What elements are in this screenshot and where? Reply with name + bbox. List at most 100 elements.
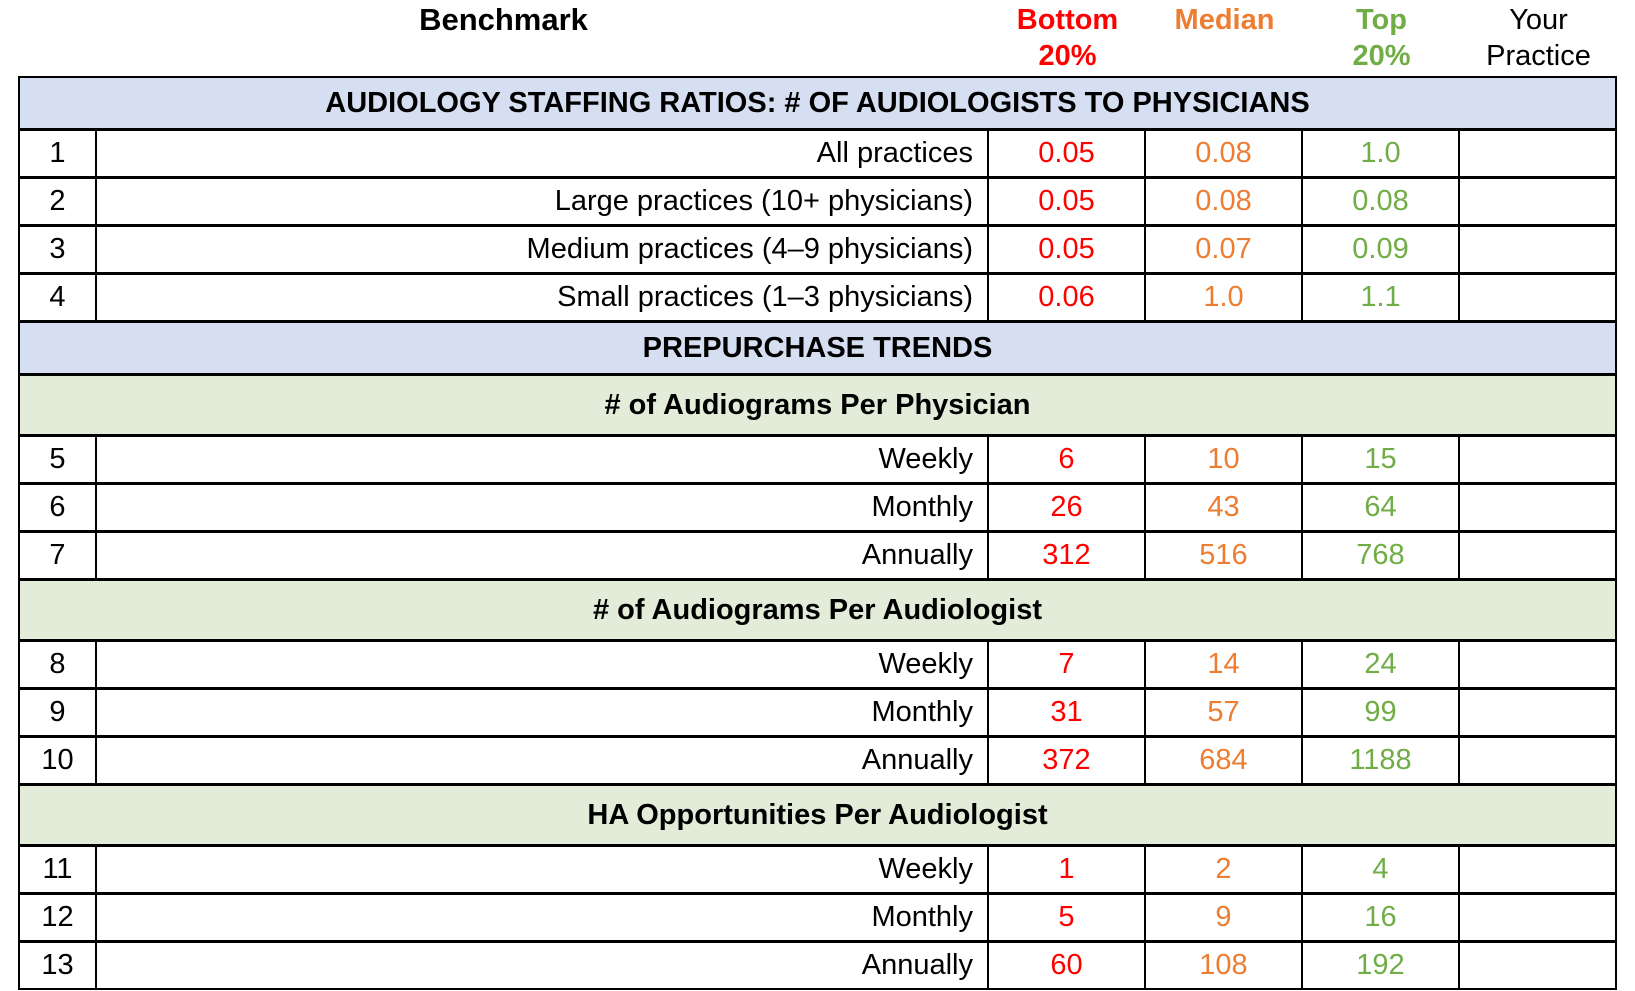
row-number: 7 xyxy=(49,539,66,571)
benchmark-label: Monthly xyxy=(95,690,987,735)
table-row: 10 Annually 372 684 1188 xyxy=(20,735,1615,783)
row-number: 6 xyxy=(49,491,66,523)
median-value: 14 xyxy=(1144,642,1301,687)
top-20-line1: Top xyxy=(1356,4,1407,36)
top-20-value: 99 xyxy=(1301,690,1458,735)
row-number: 3 xyxy=(49,233,66,265)
table-row: 4 Small practices (1–3 physicians) 0.06 … xyxy=(20,272,1615,320)
benchmark-label: Weekly xyxy=(95,642,987,687)
benchmark-label: Annually xyxy=(95,738,987,783)
bottom-20-value: 7 xyxy=(987,642,1144,687)
your-practice-cell[interactable] xyxy=(1458,895,1615,940)
median-value: 0.07 xyxy=(1144,227,1301,272)
benchmark-label: Monthly xyxy=(95,485,987,530)
section-header-audiograms-per-physician: # of Audiograms Per Physician xyxy=(20,373,1615,434)
row-number: 4 xyxy=(49,281,66,313)
top-20-value: 768 xyxy=(1301,533,1458,578)
column-header-bottom-20: Bottom 20% xyxy=(989,0,1146,76)
your-practice-cell[interactable] xyxy=(1458,847,1615,892)
benchmark-label: Small practices (1–3 physicians) xyxy=(95,275,987,320)
section-header-audiograms-per-physician-label: # of Audiograms Per Physician xyxy=(604,388,1031,421)
section-header-prepurchase-trends-label: PREPURCHASE TRENDS xyxy=(642,331,993,364)
table-row: 8 Weekly 7 14 24 xyxy=(20,639,1615,687)
benchmark-label: All practices xyxy=(95,131,987,176)
benchmark-label: Large practices (10+ physicians) xyxy=(95,179,987,224)
column-header-median: Median xyxy=(1146,0,1303,76)
your-practice-cell[interactable] xyxy=(1458,485,1615,530)
row-number: 9 xyxy=(49,696,66,728)
bottom-20-value: 26 xyxy=(987,485,1144,530)
bottom-20-value: 0.05 xyxy=(987,227,1144,272)
top-20-value: 1.1 xyxy=(1301,275,1458,320)
row-number: 11 xyxy=(42,853,73,885)
top-20-value: 0.08 xyxy=(1301,179,1458,224)
bottom-20-value: 0.06 xyxy=(987,275,1144,320)
median-value: 43 xyxy=(1144,485,1301,530)
your-practice-cell[interactable] xyxy=(1458,131,1615,176)
benchmark-table: AUDIOLOGY STAFFING RATIOS: # OF AUDIOLOG… xyxy=(18,76,1617,990)
bottom-20-value: 6 xyxy=(987,437,1144,482)
your-practice-cell[interactable] xyxy=(1458,943,1615,988)
median-value: 2 xyxy=(1144,847,1301,892)
median-value: 0.08 xyxy=(1144,131,1301,176)
your-practice-cell[interactable] xyxy=(1458,437,1615,482)
top-20-value: 4 xyxy=(1301,847,1458,892)
section-header-ha-opportunities-label: HA Opportunities Per Audiologist xyxy=(587,798,1048,831)
bottom-20-value: 0.05 xyxy=(987,131,1144,176)
top-20-value: 64 xyxy=(1301,485,1458,530)
top-20-value: 15 xyxy=(1301,437,1458,482)
table-row: 9 Monthly 31 57 99 xyxy=(20,687,1615,735)
benchmark-label: Weekly xyxy=(95,437,987,482)
table-row: 12 Monthly 5 9 16 xyxy=(20,892,1615,940)
benchmark-label: Medium practices (4–9 physicians) xyxy=(95,227,987,272)
median-value: 684 xyxy=(1144,738,1301,783)
top-20-value: 192 xyxy=(1301,943,1458,988)
top-20-value: 24 xyxy=(1301,642,1458,687)
column-header-top-20: Top 20% xyxy=(1303,0,1460,76)
median-line1: Median xyxy=(1174,4,1275,36)
bottom-20-line2: 20% xyxy=(1038,40,1097,72)
median-value: 9 xyxy=(1144,895,1301,940)
your-practice-cell[interactable] xyxy=(1458,642,1615,687)
row-number: 2 xyxy=(49,185,66,217)
median-value: 57 xyxy=(1144,690,1301,735)
column-header-benchmark: Benchmark xyxy=(18,0,989,76)
row-number: 13 xyxy=(41,949,74,981)
bottom-20-value: 312 xyxy=(987,533,1144,578)
column-header-your-practice: Your Practice xyxy=(1460,0,1617,76)
section-header-audiograms-per-audiologist: # of Audiograms Per Audiologist xyxy=(20,578,1615,639)
median-value: 0.08 xyxy=(1144,179,1301,224)
table-row: 3 Medium practices (4–9 physicians) 0.05… xyxy=(20,224,1615,272)
table-row: 13 Annually 60 108 192 xyxy=(20,940,1615,988)
section-header-staffing-ratios: AUDIOLOGY STAFFING RATIOS: # OF AUDIOLOG… xyxy=(20,78,1615,128)
section-header-staffing-ratios-label: AUDIOLOGY STAFFING RATIOS: # OF AUDIOLOG… xyxy=(325,86,1310,119)
your-practice-cell[interactable] xyxy=(1458,690,1615,735)
your-practice-cell[interactable] xyxy=(1458,275,1615,320)
column-header-benchmark-label: Benchmark xyxy=(419,2,588,37)
row-number: 10 xyxy=(41,744,74,776)
row-number: 1 xyxy=(49,137,66,169)
table-row: 7 Annually 312 516 768 xyxy=(20,530,1615,578)
bottom-20-value: 31 xyxy=(987,690,1144,735)
bottom-20-value: 60 xyxy=(987,943,1144,988)
your-practice-cell[interactable] xyxy=(1458,227,1615,272)
bottom-20-line1: Bottom xyxy=(1016,4,1119,36)
benchmark-label: Annually xyxy=(95,943,987,988)
benchmark-label: Annually xyxy=(95,533,987,578)
your-practice-cell[interactable] xyxy=(1458,738,1615,783)
your-practice-cell[interactable] xyxy=(1458,533,1615,578)
top-20-value: 1188 xyxy=(1301,738,1458,783)
row-number: 5 xyxy=(49,443,66,475)
top-20-value: 1.0 xyxy=(1301,131,1458,176)
median-value: 10 xyxy=(1144,437,1301,482)
table-row: 1 All practices 0.05 0.08 1.0 xyxy=(20,128,1615,176)
your-practice-line2: Practice xyxy=(1486,40,1591,72)
bottom-20-value: 5 xyxy=(987,895,1144,940)
table-row: 6 Monthly 26 43 64 xyxy=(20,482,1615,530)
median-value: 1.0 xyxy=(1144,275,1301,320)
top-20-line2: 20% xyxy=(1352,40,1411,72)
your-practice-cell[interactable] xyxy=(1458,179,1615,224)
top-20-value: 0.09 xyxy=(1301,227,1458,272)
column-header-row: Benchmark Bottom 20% Median Top 20% Your… xyxy=(18,0,1617,76)
